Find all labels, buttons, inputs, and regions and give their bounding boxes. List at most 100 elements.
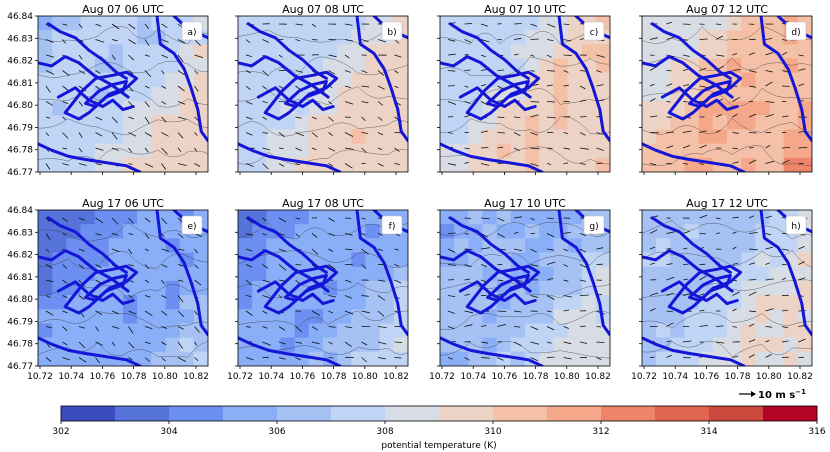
field-cell — [454, 157, 469, 172]
wind-arrow — [394, 147, 400, 152]
wind-arrow — [732, 308, 737, 312]
contour-line — [38, 60, 208, 78]
wind-arrow — [480, 279, 486, 283]
field-cell — [179, 295, 195, 310]
wind-arrow — [563, 357, 572, 360]
wind-arrow — [579, 233, 587, 237]
wind-arrow — [649, 163, 656, 166]
wind-arrow — [530, 295, 539, 298]
wind-arrow — [361, 264, 367, 269]
contour-line — [38, 251, 208, 269]
field-cell — [365, 129, 381, 145]
field-cell — [38, 280, 53, 296]
terrain-outline — [263, 264, 339, 315]
field-cell — [323, 280, 338, 296]
y-tick-label: 46.84 — [7, 12, 33, 22]
wind-arrow — [546, 163, 552, 165]
field-cell — [440, 238, 455, 254]
terrain-outline — [458, 280, 537, 306]
wind-arrow — [748, 85, 756, 88]
wind-arrow — [344, 101, 354, 105]
terrain-outline — [46, 22, 128, 80]
wind-arrow — [377, 357, 386, 360]
field-cell — [308, 309, 324, 325]
field-cell — [656, 101, 671, 116]
field-cell — [510, 115, 526, 131]
field-cell — [440, 16, 455, 31]
field-cell — [496, 323, 512, 339]
field-cell — [193, 266, 208, 282]
x-tick-label: 10.76 — [90, 372, 116, 382]
wind-arrow — [361, 295, 369, 297]
wind-arrow — [649, 229, 658, 234]
field-cell — [454, 101, 469, 116]
wind-arrow — [328, 233, 336, 237]
field-cell — [337, 295, 352, 310]
wind-arrow — [682, 39, 688, 41]
field-cell — [741, 58, 756, 74]
field-cell — [323, 30, 338, 45]
y-tick-label: 46.83 — [7, 34, 33, 44]
wind-arrow — [732, 291, 740, 296]
field-cell — [351, 309, 367, 325]
wind-arrow — [649, 246, 656, 250]
field-cell — [294, 129, 310, 145]
field-cell — [365, 266, 381, 282]
wind-arrow — [194, 357, 199, 361]
field-cell — [252, 323, 267, 339]
wind-arrow — [447, 163, 457, 166]
wind-arrow — [245, 310, 253, 316]
field-cell — [323, 309, 338, 325]
wind-arrow — [699, 85, 708, 88]
wind-arrow — [128, 147, 133, 153]
x-tick-label: 10.82 — [183, 372, 209, 382]
wind-arrow — [161, 132, 169, 137]
field-cell — [539, 115, 554, 131]
wind-arrow — [328, 248, 334, 252]
terrain-outline — [557, 210, 610, 337]
wind-arrow — [344, 163, 353, 169]
wind-arrow — [311, 116, 317, 120]
wind-arrow — [464, 69, 471, 71]
field-cell — [642, 295, 657, 310]
panel-title: Aug 17 08 UTC — [282, 197, 364, 210]
field-cell — [755, 157, 771, 172]
wind-arrow — [328, 326, 336, 328]
field-cell — [741, 129, 756, 145]
x-tick-label: 10.72 — [27, 372, 53, 382]
field-cell — [440, 295, 455, 310]
wind-arrow — [546, 310, 552, 313]
wind-arrow — [45, 39, 54, 43]
wind-arrow — [781, 340, 789, 343]
panel-label-box — [181, 21, 203, 41]
field-cell — [80, 309, 96, 325]
field-cell — [165, 323, 181, 339]
wind-arrow — [715, 325, 724, 327]
wind-arrow — [596, 54, 606, 58]
field-cell — [539, 266, 554, 282]
field-cell — [108, 224, 124, 239]
field-cell — [642, 238, 657, 254]
field-cell — [642, 266, 657, 282]
field-cell — [123, 238, 138, 254]
wind-arrow — [262, 233, 267, 236]
field-cell — [94, 143, 110, 159]
field-cell — [656, 323, 671, 339]
field-cell — [656, 157, 671, 172]
field-cell — [712, 337, 728, 353]
field-cell — [797, 351, 812, 366]
wind-arrow — [464, 324, 473, 327]
panel-label-box — [381, 21, 403, 41]
field-cell — [252, 72, 267, 88]
field-cell — [783, 238, 799, 254]
wind-arrow — [78, 326, 86, 329]
terrain-outline — [650, 22, 732, 80]
field-cell — [80, 30, 96, 45]
field-cell — [351, 351, 367, 366]
wind-arrow — [732, 113, 738, 118]
field-cell — [755, 115, 771, 131]
field-cell — [137, 44, 152, 60]
wind-arrow — [546, 70, 555, 72]
field-cell — [365, 72, 381, 88]
wind-arrow — [344, 310, 354, 315]
